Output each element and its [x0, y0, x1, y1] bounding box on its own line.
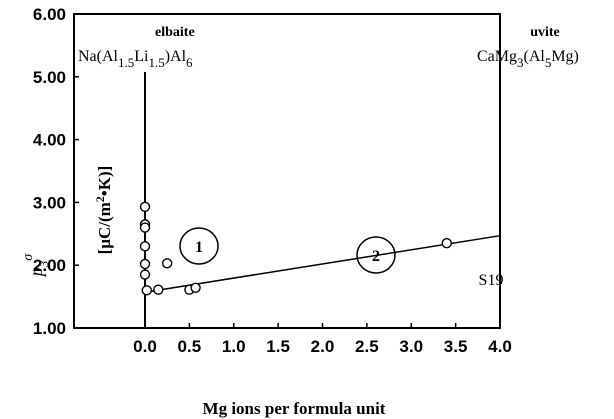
- tick-marks: [74, 13, 501, 329]
- region-1-marker: 1: [179, 227, 219, 265]
- data-point: [139, 269, 151, 280]
- y-tick-label: 2.00: [33, 256, 66, 275]
- data-point: [153, 284, 164, 295]
- uvite-name: uvite: [530, 25, 560, 40]
- y-tick-label: 6.00: [33, 5, 66, 24]
- elbaite-name: elbaite: [155, 25, 195, 40]
- data-point: [139, 258, 151, 270]
- data-point: [190, 282, 201, 294]
- point-label-s19: S19: [479, 272, 504, 289]
- x-tick-label: 4.0: [488, 337, 512, 356]
- y-tick-label: 4.00: [33, 131, 66, 150]
- svg-text:[μC/(m2•K)]: [μC/(m2•K)]: [93, 166, 114, 255]
- plot-frame: [73, 13, 501, 329]
- x-tick-label: 1.5: [266, 337, 290, 356]
- data-point: [161, 258, 173, 269]
- x-tick-label: 2.0: [311, 337, 335, 356]
- region-2-marker: 2: [356, 236, 396, 274]
- x-axis-label: Mg ions per formula unit: [203, 399, 386, 418]
- x-tick-label: 2.5: [355, 337, 379, 356]
- y-tick-label: 5.00: [33, 68, 66, 87]
- x-tick-label: 3.0: [399, 337, 423, 356]
- x-tick-label: 3.5: [444, 337, 468, 356]
- x-tick-label: 0.0: [133, 337, 157, 356]
- x-tick-label: 1.0: [222, 337, 246, 356]
- region-2-label: 2: [372, 248, 380, 265]
- data-point: [441, 238, 452, 249]
- data-point: [141, 285, 152, 296]
- data-point: [139, 241, 151, 252]
- x-tick-label: 0.5: [178, 337, 202, 356]
- x-tick-labels: 0.0 0.5 1.0 1.5 2.0 2.5 3.0 3.5 4.0: [133, 337, 512, 356]
- data-point: [139, 222, 151, 233]
- trend-line: [144, 234, 501, 293]
- region-1-label: 1: [195, 239, 203, 256]
- uvite-formula: CaMg3(Al5Mg): [477, 48, 579, 70]
- data-point: [139, 201, 151, 212]
- y-axis-label: [μC/(m2•K)]: [93, 166, 114, 255]
- y-tick-label: 1.00: [33, 319, 66, 338]
- elbaite-formula: Na(Al1.5Li1.5)Al6: [78, 48, 193, 70]
- y-tick-labels: 1.00 2.00 3.00 4.00 5.00 6.00: [33, 5, 66, 338]
- data-points: [139, 201, 452, 296]
- y-tick-label: 3.00: [33, 193, 66, 212]
